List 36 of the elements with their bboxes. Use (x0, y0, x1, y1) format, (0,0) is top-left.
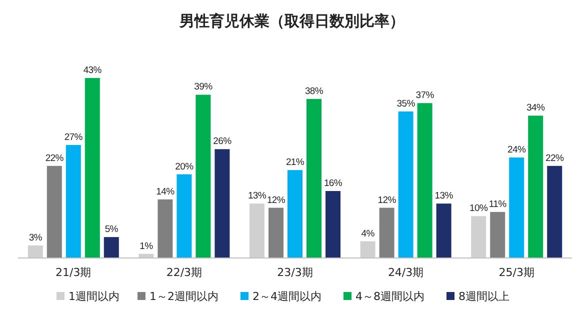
data-label: 22% (45, 152, 64, 164)
data-label: 14% (156, 186, 176, 198)
data-label: 13% (434, 190, 454, 202)
x-tick-label: 23/3期 (277, 266, 313, 279)
data-label: 34% (526, 102, 546, 114)
data-label: 43% (83, 65, 102, 76)
legend-label: 8週間以上 (458, 290, 510, 303)
data-label: 1% (140, 240, 154, 252)
data-label: 27% (64, 132, 84, 143)
data-label: 5% (104, 224, 119, 236)
data-label: 38% (304, 86, 324, 97)
title: 男性育児休業（取得日数別比率） (180, 12, 404, 30)
data-label: 10% (470, 203, 489, 214)
data-label: 16% (324, 178, 343, 190)
data-label: 13% (248, 190, 267, 202)
data-label: 22% (546, 152, 565, 164)
x-tick-label: 25/3期 (498, 266, 534, 279)
data-label: 3% (28, 232, 43, 244)
data-label: 35% (396, 98, 416, 110)
legend-label: 1週間以内 (68, 290, 120, 303)
data-label: 26% (213, 136, 232, 148)
data-label: 4% (361, 228, 376, 240)
legend-label: 1～2週間以内 (150, 290, 218, 303)
x-tick-label: 24/3期 (388, 266, 424, 279)
data-label: 12% (378, 194, 397, 206)
data-label: 20% (175, 161, 194, 172)
legend-label: 2～4週間以内 (252, 290, 322, 303)
x-tick-label: 22/3期 (166, 266, 202, 279)
legend-label: 4～8週間以内 (356, 290, 424, 303)
data-label: 37% (416, 90, 435, 102)
data-label: 21% (286, 157, 305, 168)
data-label: 11% (488, 198, 508, 210)
data-label: 24% (508, 144, 527, 156)
x-tick-label: 21/3期 (56, 266, 92, 279)
data-label: 39% (194, 82, 214, 93)
data-label: 12% (266, 194, 286, 206)
